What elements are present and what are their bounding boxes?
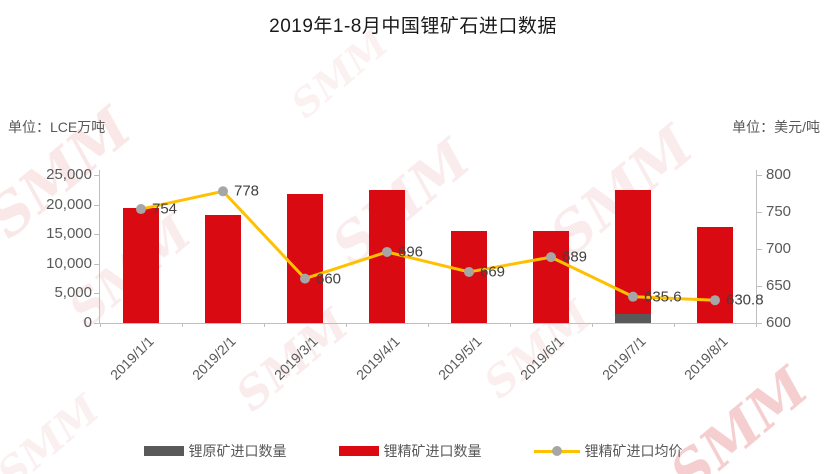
line-data-label: 660 (316, 270, 342, 288)
legend-line-marker (551, 446, 562, 456)
x-axis-tick-mark (428, 323, 429, 327)
left-axis-tick-label: 5,000 (54, 284, 92, 302)
x-axis-label: 2019/2/1 (188, 333, 239, 383)
x-axis-tick-mark (264, 323, 265, 327)
x-axis-label: 2019/4/1 (352, 333, 403, 383)
legend-item-concentrate-avg-price: 锂精矿进口均价 (533, 441, 683, 461)
x-axis-tick-mark (756, 323, 757, 327)
left-axis-unit: 单位：LCE万吨 (8, 119, 106, 135)
right-axis-tick-label: 750 (766, 203, 792, 220)
x-axis-label: 2019/7/1 (598, 333, 649, 383)
legend: 锂原矿进口数量 锂精矿进口数量 锂精矿进口均价 (0, 441, 826, 461)
legend-line-swatch (533, 446, 580, 456)
right-axis-tick-mark (757, 212, 762, 213)
x-axis-label: 2019/1/1 (106, 333, 157, 383)
x-axis-label: 2019/6/1 (516, 333, 567, 383)
line-data-label: 630.8 (726, 291, 764, 309)
data-point-marker (218, 186, 228, 197)
right-axis-tick-mark (757, 249, 762, 250)
bar-concentrate-imports (123, 207, 159, 323)
line-data-label: 635.6 (644, 288, 682, 306)
y-axis-line-left (99, 170, 100, 323)
left-axis-tick-mark (94, 293, 100, 295)
bar-concentrate-imports (287, 193, 323, 323)
legend-label-concentrate-imports: 锂精矿进口数量 (383, 443, 482, 459)
bar-concentrate-imports (205, 215, 241, 323)
left-axis-tick-label: 10,000 (46, 254, 92, 272)
x-axis-tick-mark (510, 323, 511, 327)
right-axis-tick-mark (757, 286, 762, 287)
right-axis-tick-label: 650 (766, 277, 792, 294)
right-axis-tick-label: 700 (766, 240, 792, 257)
x-axis-label: 2019/3/1 (270, 333, 321, 383)
x-axis-tick-mark (592, 323, 593, 327)
legend-swatch-raw-ore-imports (143, 446, 184, 456)
line-data-label: 689 (562, 248, 588, 266)
legend-item-raw-ore-imports: 锂原矿进口数量 (143, 441, 287, 461)
legend-swatch-concentrate-imports (338, 446, 379, 456)
left-axis-tick-mark (94, 234, 100, 236)
left-axis-tick-label: 20,000 (46, 195, 92, 213)
y-axis-line-right (756, 170, 757, 323)
legend-item-concentrate-imports: 锂精矿进口数量 (338, 441, 482, 461)
left-axis-tick-mark (94, 263, 100, 265)
line-data-label: 778 (234, 182, 260, 200)
right-axis-tick-label: 600 (766, 314, 792, 331)
right-axis-unit: 单位：美元/吨 (732, 119, 820, 135)
x-axis-tick-mark (100, 323, 101, 327)
legend-label-raw-ore-imports: 锂原矿进口数量 (188, 443, 287, 459)
right-axis-tick-mark (757, 175, 762, 176)
left-axis-tick-mark (94, 323, 100, 324)
x-axis-label: 2019/5/1 (434, 333, 485, 383)
line-data-label: 754 (152, 200, 178, 218)
legend-label-concentrate-avg-price: 锂精矿进口均价 (584, 443, 683, 459)
x-axis-tick-mark (346, 323, 347, 327)
right-axis-tick-label: 800 (766, 166, 792, 183)
line-data-label: 696 (398, 243, 424, 261)
left-axis-tick-mark (94, 175, 100, 176)
left-axis-tick-label: 15,000 (46, 225, 92, 243)
left-axis-tick-label: 25,000 (46, 166, 92, 183)
chart-title: 2019年1-8月中国锂矿石进口数据 (269, 16, 557, 37)
left-axis-tick-mark (94, 204, 100, 206)
line-data-label: 669 (480, 263, 506, 281)
x-axis-tick-mark (674, 323, 675, 327)
bar-raw-ore-imports (615, 314, 651, 323)
left-axis-tick-label: 0 (83, 314, 92, 331)
x-axis-tick-mark (182, 323, 183, 327)
right-axis-tick-mark (757, 323, 762, 324)
bar-concentrate-imports (533, 231, 569, 323)
x-axis-label: 2019/8/1 (680, 333, 731, 383)
